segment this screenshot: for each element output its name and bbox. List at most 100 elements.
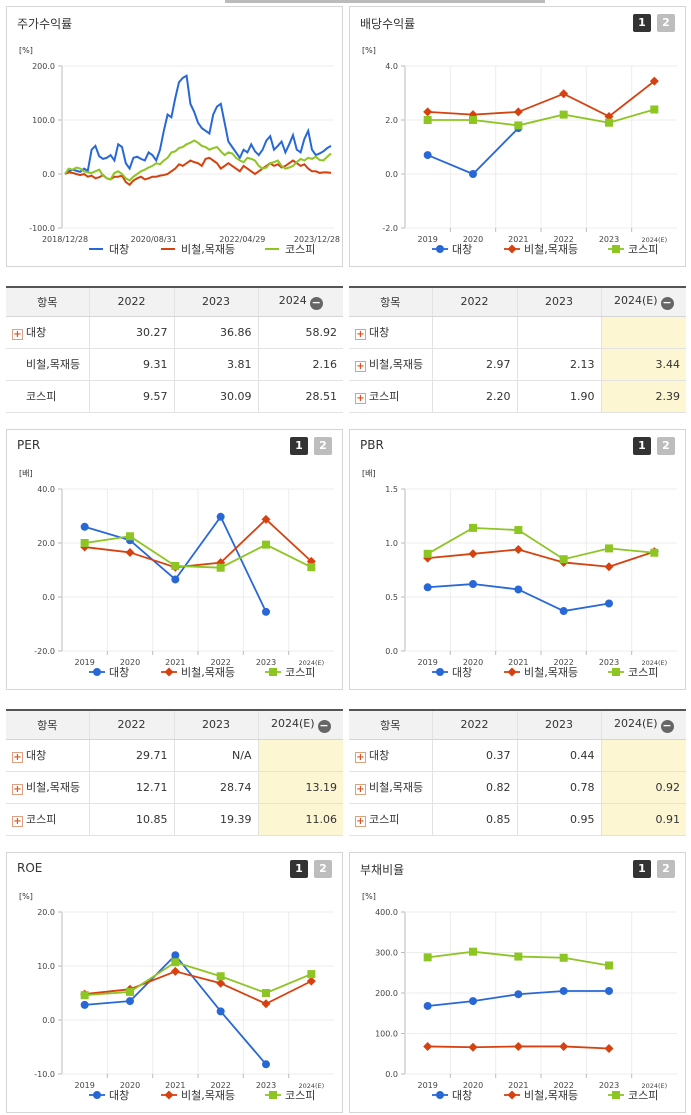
- data-point: [423, 116, 432, 124]
- data-point: [514, 121, 523, 130]
- expand-plus-icon[interactable]: +: [355, 329, 366, 340]
- data-point: [216, 972, 225, 981]
- table-row: + 코스피 0.85 0.95 0.91: [349, 803, 686, 836]
- price-return-chart: [%] 200.0 100.0 0.0 -100.0 2018/12/28 2020/08/…: [19, 46, 340, 256]
- debt-ratio-chart: [%] 400.0 300.0 200.0 100.0 0.0 2019 2020 2021 20…: [362, 892, 677, 1102]
- series-line: [427, 127, 519, 176]
- expand-plus-icon[interactable]: +: [12, 752, 23, 763]
- page-1-button[interactable]: 1: [633, 860, 651, 878]
- page-2-button[interactable]: 2: [314, 860, 332, 878]
- data-point: [261, 514, 271, 524]
- page-2-button[interactable]: 2: [657, 14, 675, 32]
- expand-plus-icon[interactable]: +: [355, 816, 366, 827]
- y-unit-label: [%]: [19, 892, 33, 901]
- data-point: [507, 244, 517, 254]
- data-point: [650, 548, 659, 557]
- y-tick-label: 1.5: [385, 485, 398, 494]
- data-point: [423, 953, 432, 962]
- y-unit-label: [배]: [362, 469, 376, 478]
- data-point: [514, 990, 523, 999]
- col-header-2024e: 2024(E) −: [258, 710, 343, 740]
- y-tick-label: -100.0: [29, 224, 55, 233]
- data-point: [269, 1091, 277, 1099]
- data-point: [559, 986, 568, 995]
- legend-label: 대창: [109, 1089, 129, 1102]
- expand-plus-icon[interactable]: +: [12, 784, 23, 795]
- x-tick-label: 2020: [120, 658, 140, 667]
- legend-label: 비철,목재등: [524, 1089, 578, 1102]
- table-row: + 코스피 2.20 1.90 2.39: [349, 380, 686, 413]
- x-tick-label: 2021: [165, 1081, 185, 1090]
- y-tick-label: 200.0: [375, 989, 398, 998]
- x-tick-label: 2022: [553, 1081, 573, 1090]
- x-tick-label: 2019: [417, 1081, 437, 1090]
- data-point: [307, 563, 316, 572]
- legend-label: 비철,목재등: [181, 666, 235, 679]
- collapse-icon[interactable]: −: [660, 718, 674, 733]
- expand-plus-icon[interactable]: +: [355, 361, 366, 372]
- panel-title: ROE: [17, 861, 43, 875]
- data-point: [216, 978, 226, 988]
- collapse-icon[interactable]: −: [660, 295, 674, 310]
- table-row: + 대창 29.71 N/A: [6, 739, 343, 772]
- series-line: [64, 74, 332, 175]
- expand-plus-icon[interactable]: +: [12, 329, 23, 340]
- page-1-button[interactable]: 1: [633, 437, 651, 455]
- data-point: [216, 563, 225, 572]
- data-point: [93, 668, 101, 676]
- legend-label: 비철,목재등: [524, 666, 578, 679]
- x-tick-label: 2022: [553, 235, 573, 244]
- series-line: [427, 80, 655, 118]
- x-tick-label: 2023: [599, 235, 619, 244]
- page-1-button[interactable]: 1: [633, 14, 651, 32]
- expand-plus-icon[interactable]: +: [355, 752, 366, 763]
- x-tick-label: 2024(E): [298, 1082, 324, 1090]
- col-header-2024e: 2024(E) −: [601, 710, 686, 740]
- page-2-button[interactable]: 2: [314, 437, 332, 455]
- page-1-button[interactable]: 1: [290, 860, 308, 878]
- x-tick-label: 2021: [508, 658, 528, 667]
- data-point: [262, 607, 270, 616]
- expand-plus-icon[interactable]: +: [12, 816, 23, 827]
- data-point: [423, 1001, 432, 1010]
- panel-title: PER: [17, 438, 41, 452]
- data-point: [171, 575, 180, 584]
- page-1-button[interactable]: 1: [290, 437, 308, 455]
- col-header-item: 항목: [349, 287, 433, 317]
- y-tick-label: 4.0: [385, 62, 398, 71]
- legend-label: 코스피: [628, 243, 658, 256]
- data-point: [469, 523, 477, 532]
- legend-label: 코스피: [628, 1089, 658, 1102]
- roe-chart: [%] 20.0 10.0 0.0 -10.0 2019 2020 2021 2022 2023 2…: [19, 892, 334, 1102]
- data-point: [93, 1091, 101, 1099]
- x-tick-label: 2023: [256, 658, 276, 667]
- x-tick-label: 2021: [508, 235, 528, 244]
- x-tick-label: 2020/08/31: [131, 235, 177, 244]
- page-2-button[interactable]: 2: [657, 860, 675, 878]
- roe-panel: ROE 1 2 [%] 20.0 10.0 0.0 -10.0 2019 2020 2021 2…: [6, 852, 343, 1113]
- data-point: [514, 585, 523, 594]
- page-2-button[interactable]: 2: [657, 437, 675, 455]
- expand-plus-icon[interactable]: +: [355, 393, 366, 404]
- y-tick-label: -20.0: [34, 647, 55, 656]
- data-point: [171, 951, 180, 960]
- data-point: [262, 1060, 270, 1069]
- expand-plus-icon[interactable]: +: [355, 784, 366, 795]
- series-line: [64, 156, 332, 187]
- data-point: [507, 1090, 517, 1100]
- col-header-2022: 2022: [432, 287, 518, 317]
- per-table: 항목 2022 2023 2024(E) − + 대창 29.71 N/A + 비철,목…: [6, 709, 343, 836]
- data-point: [513, 544, 523, 554]
- panel-title: PBR: [360, 438, 384, 452]
- x-tick-label: 2022: [210, 1081, 230, 1090]
- x-tick-label: 2024(E): [641, 659, 667, 667]
- data-point: [80, 1000, 89, 1009]
- collapse-icon[interactable]: −: [317, 718, 331, 733]
- panel-title: 배당수익률: [360, 17, 416, 31]
- col-header-2024e: 2024(E) −: [601, 287, 686, 317]
- dividend-yield-table: 항목 2022 2023 2024(E) − + 대창 + 비철,목재등 2.97 2.…: [349, 286, 686, 413]
- y-unit-label: [%]: [19, 46, 33, 55]
- data-point: [80, 539, 89, 547]
- pbr-chart: [배] 1.5 1.0 0.5 0.0 2019 2020 2021 2022 2023 2024(…: [362, 469, 677, 679]
- collapse-icon[interactable]: −: [309, 295, 323, 310]
